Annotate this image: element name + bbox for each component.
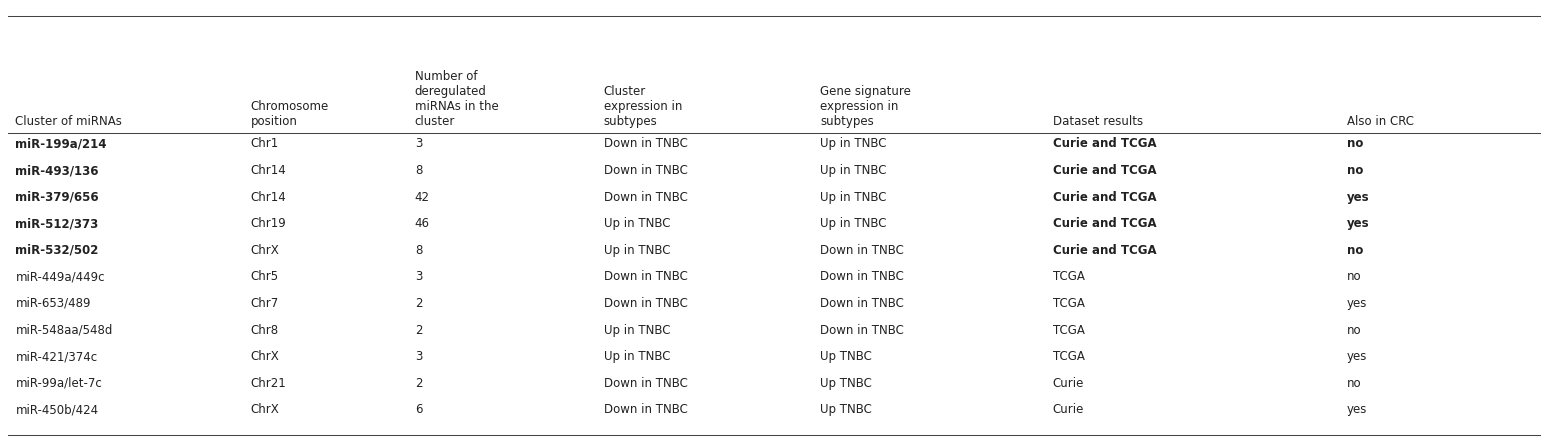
- Text: Down in TNBC: Down in TNBC: [820, 323, 904, 337]
- Text: Chromosome
position: Chromosome position: [251, 100, 330, 128]
- Text: Gene signature
expression in
subtypes: Gene signature expression in subtypes: [820, 85, 912, 128]
- Text: Down in TNBC: Down in TNBC: [604, 137, 687, 151]
- Text: no: no: [1347, 270, 1361, 284]
- Text: Down in TNBC: Down in TNBC: [604, 297, 687, 310]
- Text: miR-199a/214: miR-199a/214: [15, 137, 107, 151]
- Text: Curie and TCGA: Curie and TCGA: [1053, 190, 1156, 204]
- Text: 2: 2: [415, 323, 423, 337]
- Text: Chr7: Chr7: [251, 297, 279, 310]
- Text: Up TNBC: Up TNBC: [820, 403, 873, 416]
- Text: Cluster of miRNAs: Cluster of miRNAs: [15, 115, 122, 128]
- Text: Curie and TCGA: Curie and TCGA: [1053, 164, 1156, 177]
- Text: Chr5: Chr5: [251, 270, 279, 284]
- Text: Down in TNBC: Down in TNBC: [604, 403, 687, 416]
- Text: Down in TNBC: Down in TNBC: [604, 190, 687, 204]
- Text: Curie and TCGA: Curie and TCGA: [1053, 217, 1156, 230]
- Text: no: no: [1347, 244, 1364, 257]
- Text: no: no: [1347, 164, 1364, 177]
- Text: yes: yes: [1347, 190, 1370, 204]
- Text: 8: 8: [415, 244, 423, 257]
- Text: 3: 3: [415, 270, 423, 284]
- Text: Chr8: Chr8: [251, 323, 279, 337]
- Text: yes: yes: [1347, 297, 1367, 310]
- Text: Down in TNBC: Down in TNBC: [604, 377, 687, 390]
- Text: miR-532/502: miR-532/502: [15, 244, 99, 257]
- Text: 2: 2: [415, 377, 423, 390]
- Text: yes: yes: [1347, 350, 1367, 363]
- Text: Down in TNBC: Down in TNBC: [820, 244, 904, 257]
- Text: Down in TNBC: Down in TNBC: [604, 270, 687, 284]
- Text: Down in TNBC: Down in TNBC: [604, 164, 687, 177]
- Text: 2: 2: [415, 297, 423, 310]
- Text: Up in TNBC: Up in TNBC: [604, 244, 670, 257]
- Text: miR-99a/let-7c: miR-99a/let-7c: [15, 377, 102, 390]
- Text: TCGA: TCGA: [1053, 323, 1085, 337]
- Text: Up TNBC: Up TNBC: [820, 350, 873, 363]
- Text: Down in TNBC: Down in TNBC: [820, 270, 904, 284]
- Text: Up in TNBC: Up in TNBC: [820, 164, 887, 177]
- Text: no: no: [1347, 323, 1361, 337]
- Text: TCGA: TCGA: [1053, 350, 1085, 363]
- Text: miR-512/373: miR-512/373: [15, 217, 99, 230]
- Text: TCGA: TCGA: [1053, 270, 1085, 284]
- Text: Up in TNBC: Up in TNBC: [820, 137, 887, 151]
- Text: 8: 8: [415, 164, 423, 177]
- Text: 46: 46: [415, 217, 430, 230]
- Text: Chr14: Chr14: [251, 164, 286, 177]
- Text: Curie: Curie: [1053, 377, 1084, 390]
- Text: Curie and TCGA: Curie and TCGA: [1053, 137, 1156, 151]
- Text: miR-449a/449c: miR-449a/449c: [15, 270, 105, 284]
- Text: no: no: [1347, 377, 1361, 390]
- Text: 6: 6: [415, 403, 423, 416]
- Text: Up in TNBC: Up in TNBC: [604, 323, 670, 337]
- Text: miR-421/374c: miR-421/374c: [15, 350, 98, 363]
- Text: Up in TNBC: Up in TNBC: [604, 350, 670, 363]
- Text: Down in TNBC: Down in TNBC: [820, 297, 904, 310]
- Text: no: no: [1347, 137, 1364, 151]
- Text: Up TNBC: Up TNBC: [820, 377, 873, 390]
- Text: ChrX: ChrX: [251, 244, 280, 257]
- Text: miR-379/656: miR-379/656: [15, 190, 99, 204]
- Text: Number of
deregulated
miRNAs in the
cluster: Number of deregulated miRNAs in the clus…: [415, 70, 498, 128]
- Text: Chr14: Chr14: [251, 190, 286, 204]
- Text: Curie: Curie: [1053, 403, 1084, 416]
- Text: Up in TNBC: Up in TNBC: [820, 217, 887, 230]
- Text: 3: 3: [415, 137, 423, 151]
- Text: yes: yes: [1347, 403, 1367, 416]
- Text: Dataset results: Dataset results: [1053, 115, 1142, 128]
- Text: ChrX: ChrX: [251, 403, 280, 416]
- Text: miR-653/489: miR-653/489: [15, 297, 91, 310]
- Text: 42: 42: [415, 190, 430, 204]
- Text: ChrX: ChrX: [251, 350, 280, 363]
- Text: Chr1: Chr1: [251, 137, 279, 151]
- Text: Up in TNBC: Up in TNBC: [604, 217, 670, 230]
- Text: Curie and TCGA: Curie and TCGA: [1053, 244, 1156, 257]
- Text: Also in CRC: Also in CRC: [1347, 115, 1413, 128]
- Text: miR-450b/424: miR-450b/424: [15, 403, 99, 416]
- Text: Cluster
expression in
subtypes: Cluster expression in subtypes: [604, 85, 683, 128]
- Text: 3: 3: [415, 350, 423, 363]
- Text: Chr21: Chr21: [251, 377, 286, 390]
- Text: TCGA: TCGA: [1053, 297, 1085, 310]
- Text: miR-548aa/548d: miR-548aa/548d: [15, 323, 113, 337]
- Text: miR-493/136: miR-493/136: [15, 164, 99, 177]
- Text: Up in TNBC: Up in TNBC: [820, 190, 887, 204]
- Text: Chr19: Chr19: [251, 217, 286, 230]
- Text: yes: yes: [1347, 217, 1370, 230]
